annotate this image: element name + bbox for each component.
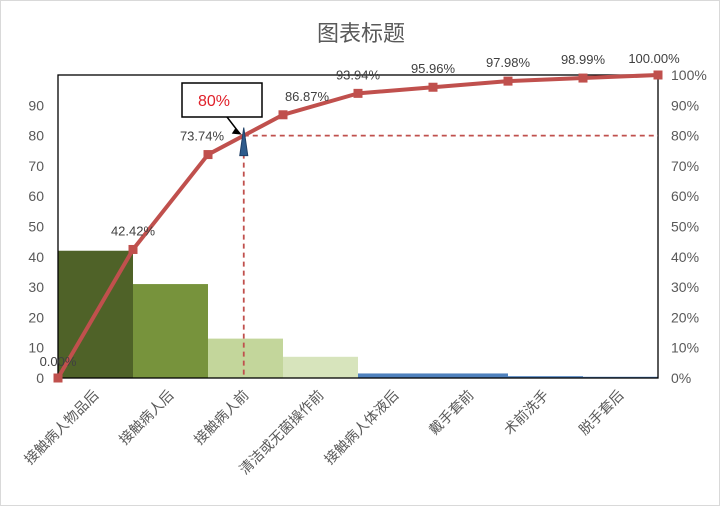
right-tick-0: 0%: [671, 370, 691, 386]
data-labels-layer: 0.00% 42.42% 73.74% 86.87% 93.94% 95.96% 97.98…: [40, 51, 681, 369]
right-tick-50: 50%: [671, 219, 699, 235]
left-axis-ticks: 0 10 20 30 40 50 60 70 80 90: [28, 97, 44, 386]
right-tick-30: 30%: [671, 279, 699, 295]
cumulative-label-4: 93.94%: [336, 67, 381, 82]
plot-frame: [57, 74, 659, 379]
cumulative-marker-2: [203, 150, 213, 160]
chart-title: 图表标题: [317, 22, 405, 47]
cumulative-marker-5: [428, 82, 438, 92]
right-tick-60: 60%: [671, 188, 699, 204]
left-tick-30: 30: [28, 279, 44, 295]
category-label-3: 接触病人前: [191, 387, 253, 449]
cumulative-marker-1: [128, 244, 138, 254]
cumulative-line-layer: [53, 70, 663, 383]
cumulative-label-8: 100.00%: [628, 51, 680, 66]
category-label-7: 术前洗手: [501, 387, 553, 439]
right-tick-90: 90%: [671, 97, 699, 113]
threshold-callout-label: 80%: [198, 93, 230, 110]
threshold-callout-box: [181, 82, 263, 118]
category-label-1: 接触病人物品后: [21, 387, 102, 468]
right-axis-ticks: 0% 10% 20% 30% 40% 50% 60% 70% 80% 90% 100%: [671, 67, 707, 386]
left-tick-50: 50: [28, 219, 44, 235]
right-tick-40: 40%: [671, 249, 699, 265]
bar-2: [133, 284, 208, 378]
right-tick-10: 10%: [671, 340, 699, 356]
cumulative-marker-6: [503, 76, 513, 86]
bar-6: [433, 373, 508, 378]
left-tick-80: 80: [28, 128, 44, 144]
cumulative-label-2: 73.74%: [180, 129, 225, 144]
threshold-callout-arrowhead: [231, 127, 242, 135]
left-tick-10: 10: [28, 340, 44, 356]
bar-5: [358, 373, 433, 378]
bars-layer: [58, 250, 658, 378]
cumulative-marker-4: [353, 88, 363, 98]
cumulative-marker-3: [278, 110, 288, 120]
threshold-pointer-marker: [239, 127, 249, 157]
cumulative-marker-0: [53, 373, 63, 383]
right-tick-80: 80%: [671, 128, 699, 144]
category-label-8: 脱手套后: [576, 388, 627, 439]
left-tick-0: 0: [36, 370, 44, 386]
cumulative-marker-7: [578, 73, 588, 83]
cumulative-label-3: 86.87%: [285, 89, 330, 104]
cumulative-label-6: 97.98%: [486, 55, 531, 70]
bar-7: [508, 376, 583, 378]
bar-4: [283, 356, 358, 378]
right-tick-70: 70%: [671, 158, 699, 174]
left-tick-70: 70: [28, 158, 44, 174]
cumulative-label-0: 0.00%: [40, 354, 77, 369]
left-tick-40: 40: [28, 249, 44, 265]
right-tick-20: 20%: [671, 309, 699, 325]
left-tick-20: 20: [28, 309, 44, 325]
bar-3: [208, 338, 283, 378]
cumulative-label-5: 95.96%: [411, 61, 456, 76]
threshold-guides: [242, 134, 658, 378]
category-label-6: 戴手套前: [426, 387, 478, 439]
left-tick-90: 90: [28, 97, 44, 113]
cumulative-marker-8: [653, 70, 663, 80]
right-tick-100: 100%: [671, 67, 707, 83]
category-label-2: 接触病人后: [116, 387, 178, 449]
threshold-callout: 80%: [181, 82, 263, 157]
cumulative-label-1: 42.42%: [111, 223, 156, 238]
cumulative-label-7: 98.99%: [561, 52, 606, 67]
category-label-5: 接触病人体液后: [321, 387, 402, 468]
left-tick-60: 60: [28, 188, 44, 204]
